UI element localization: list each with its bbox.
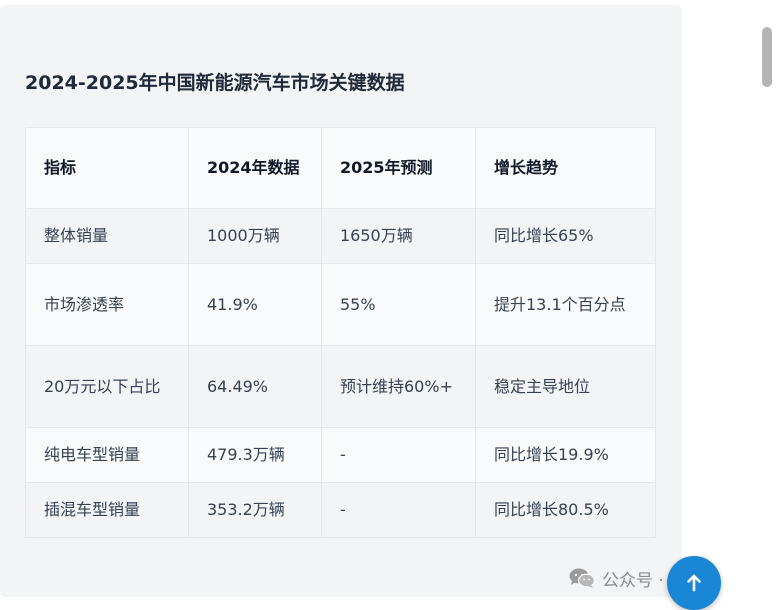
- table-cell: -: [321, 482, 476, 538]
- table-cell: 稳定主导地位: [475, 345, 656, 428]
- table-cell: 插混车型销量: [25, 482, 189, 538]
- table-cell: 1000万辆: [188, 208, 322, 264]
- table-cell: 1650万辆: [321, 208, 476, 264]
- table-cell: 同比增长19.9%: [475, 427, 656, 483]
- table-cell: 纯电车型销量: [25, 427, 189, 483]
- table-cell: 64.49%: [188, 345, 322, 428]
- table-header-cell: 增长趋势: [475, 127, 656, 209]
- table-header-cell: 2025年预测: [321, 127, 476, 209]
- table-cell: 55%: [321, 263, 476, 346]
- wechat-icon: [569, 568, 596, 588]
- table-cell: 提升13.1个百分点: [475, 263, 656, 346]
- scrollbar-thumb[interactable]: [762, 27, 772, 87]
- arrow-up-icon: [687, 574, 701, 592]
- table-cell: 41.9%: [188, 263, 322, 346]
- table-cell: 整体销量: [25, 208, 189, 264]
- table-cell: 预计维持60%+: [321, 345, 476, 428]
- table-header-row: 指标 2024年数据 2025年预测 增长趋势: [25, 127, 656, 209]
- table-cell: 353.2万辆: [188, 482, 322, 538]
- table-header-cell: 2024年数据: [188, 127, 322, 209]
- table-row: 市场渗透率 41.9% 55% 提升13.1个百分点: [25, 263, 656, 346]
- card-title: 2024-2025年中国新能源汽车市场关键数据: [25, 72, 405, 94]
- table-header-cell: 指标: [25, 127, 189, 209]
- table-cell: 479.3万辆: [188, 427, 322, 483]
- table-cell: -: [321, 427, 476, 483]
- table-row: 20万元以下占比 64.49% 预计维持60%+ 稳定主导地位: [25, 345, 656, 428]
- back-to-top-button[interactable]: [667, 556, 721, 610]
- scrollbar-track[interactable]: [757, 0, 777, 609]
- data-table: 指标 2024年数据 2025年预测 增长趋势 整体销量 1000万辆 1650…: [25, 127, 656, 538]
- table-cell: 同比增长65%: [475, 208, 656, 264]
- table-row: 纯电车型销量 479.3万辆 - 同比增长19.9%: [25, 427, 656, 483]
- table-row: 插混车型销量 353.2万辆 - 同比增长80.5%: [25, 482, 656, 538]
- table-row: 整体销量 1000万辆 1650万辆 同比增长65%: [25, 208, 656, 264]
- table-cell: 市场渗透率: [25, 263, 189, 346]
- table-cell: 同比增长80.5%: [475, 482, 656, 538]
- table-cell: 20万元以下占比: [25, 345, 189, 428]
